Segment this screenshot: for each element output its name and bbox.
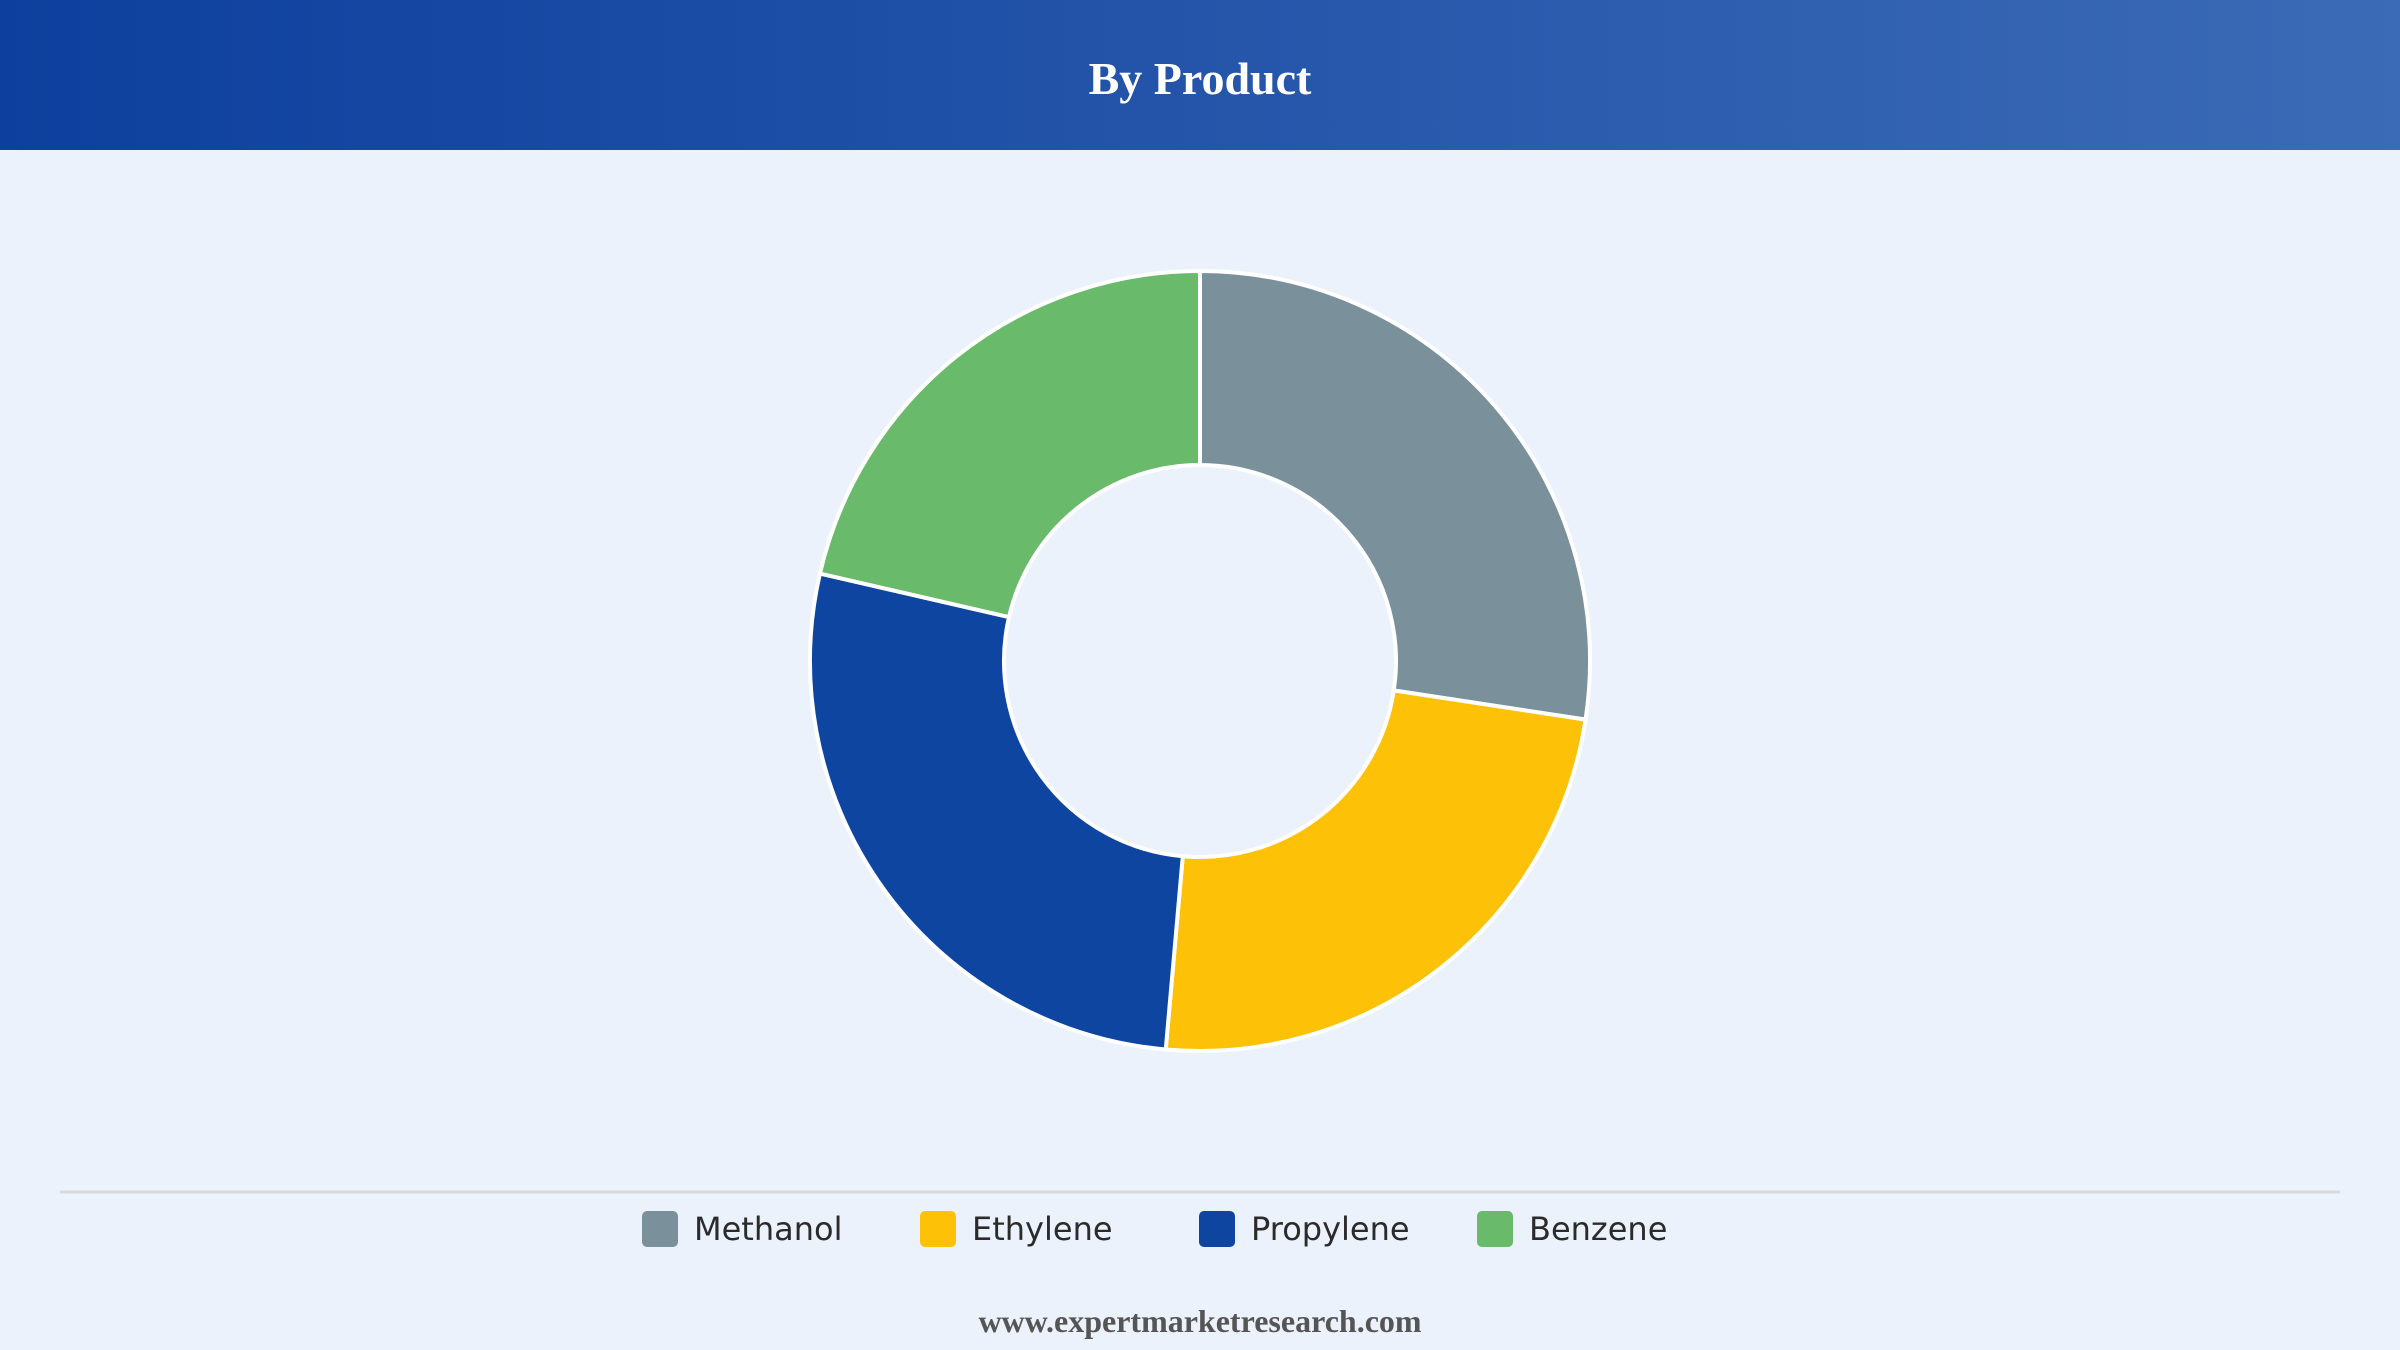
header bbox=[0, 0, 2400, 150]
legend-label: Benzene bbox=[1529, 1210, 1667, 1248]
legend-swatch bbox=[1199, 1211, 1235, 1247]
legend: Methanol Ethylene Propylene Benzene bbox=[642, 1210, 1667, 1248]
legend-swatch bbox=[642, 1211, 678, 1247]
legend-swatch bbox=[1477, 1211, 1513, 1247]
donut-slice bbox=[1198, 268, 1592, 722]
legend-swatch bbox=[920, 1211, 956, 1247]
legend-label: Ethylene bbox=[972, 1210, 1113, 1248]
donut-slice bbox=[1163, 688, 1588, 1053]
donut-slice bbox=[817, 268, 1202, 620]
chart-title: By Product bbox=[1089, 53, 1312, 104]
donut-slice bbox=[808, 571, 1185, 1052]
donut bbox=[808, 268, 1592, 1053]
source: www.expertmarketresearch.com bbox=[978, 1303, 1421, 1339]
legend-label: Propylene bbox=[1251, 1210, 1410, 1248]
legend-label: Methanol bbox=[694, 1210, 842, 1248]
